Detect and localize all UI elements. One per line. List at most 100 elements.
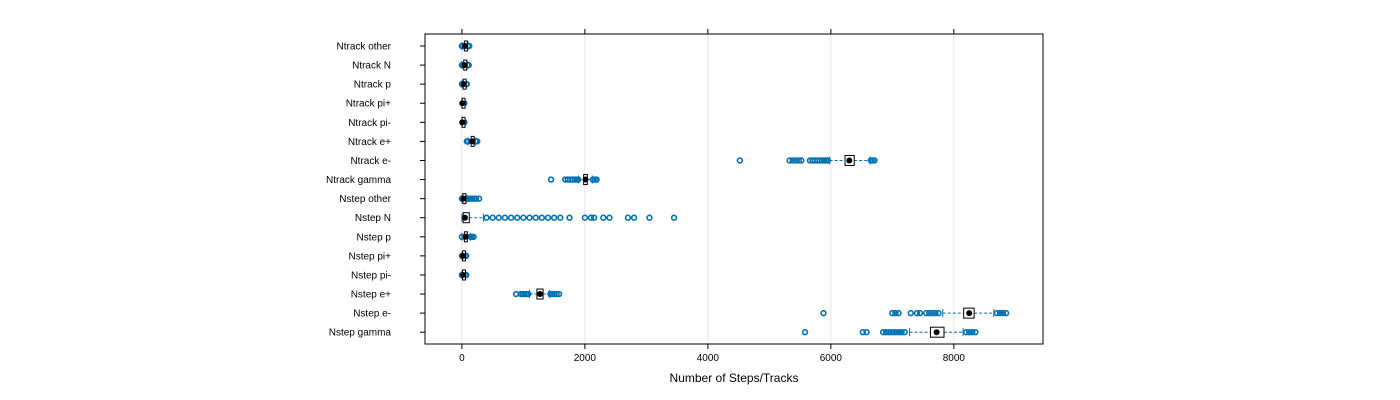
median-dot xyxy=(460,252,467,259)
outlier-point xyxy=(820,309,827,317)
grid-lines xyxy=(461,34,955,344)
category-label: Nstep gamma xyxy=(329,328,392,339)
category-label: Ntrack e+ xyxy=(348,137,391,148)
outlier-point xyxy=(526,214,533,221)
outlier-point xyxy=(898,329,905,336)
outlier-point xyxy=(801,329,809,336)
outlier-point xyxy=(514,214,521,221)
outlier-point xyxy=(501,214,509,221)
box-group xyxy=(458,78,471,90)
median-dot xyxy=(460,81,467,88)
outlier-point xyxy=(736,157,744,164)
outlier-point xyxy=(786,157,793,164)
outlier-point xyxy=(999,309,1007,317)
outlier-point xyxy=(895,329,902,336)
x-tick-label: 8000 xyxy=(943,353,966,364)
outlier-point xyxy=(889,309,896,317)
outlier-point xyxy=(907,309,914,317)
outlier-point xyxy=(646,214,653,221)
outlier-point xyxy=(495,214,502,221)
outlier-point xyxy=(483,214,490,221)
outlier-point xyxy=(606,214,613,221)
median-dot xyxy=(460,195,467,202)
median-dot xyxy=(582,176,589,183)
category-label: Nstep other xyxy=(339,194,391,205)
outlier-point xyxy=(996,309,1004,317)
outlier-point xyxy=(922,309,930,317)
outlier-point xyxy=(916,309,924,317)
box-group xyxy=(458,59,472,71)
outlier-point xyxy=(892,329,899,336)
category-label: Ntrack pi- xyxy=(348,118,391,129)
outlier-point xyxy=(532,214,539,221)
outlier-point xyxy=(525,290,532,298)
outlier-point xyxy=(574,176,582,183)
median-dot xyxy=(460,271,467,278)
category-label: Nstep N xyxy=(355,213,391,224)
box-group xyxy=(512,288,563,300)
outlier-point xyxy=(929,309,936,317)
box-group xyxy=(459,97,468,109)
outlier-point xyxy=(871,157,878,164)
box-group xyxy=(458,40,473,52)
outlier-point xyxy=(630,214,638,221)
median-dot xyxy=(461,43,468,49)
outlier-point xyxy=(507,214,515,221)
outlier-point xyxy=(863,329,870,336)
outlier-point xyxy=(1002,309,1010,317)
outlier-point xyxy=(795,157,803,164)
median-dot xyxy=(536,291,543,298)
median-dot xyxy=(459,119,466,126)
x-axis-ticks: 0 2000 4000 6000 8000 xyxy=(459,29,965,364)
outlier-point xyxy=(581,214,589,221)
median-dot xyxy=(469,138,476,145)
box-group xyxy=(547,174,600,186)
outlier-point xyxy=(966,329,973,336)
outlier-point xyxy=(913,309,921,317)
outlier-point xyxy=(859,329,867,336)
category-label: Ntrack p xyxy=(354,80,392,91)
box-group xyxy=(458,269,470,281)
outlier-point xyxy=(512,290,520,298)
outlier-point xyxy=(962,329,970,336)
category-label: Ntrack gamma xyxy=(326,175,391,186)
outlier-point xyxy=(557,214,564,221)
outlier-point xyxy=(972,329,979,336)
x-tick-label: 6000 xyxy=(820,353,843,364)
outlier-point xyxy=(670,214,678,221)
outlier-point xyxy=(544,214,552,221)
box-group xyxy=(463,135,481,147)
outlier-point xyxy=(935,309,942,317)
outlier-point xyxy=(824,157,831,164)
data-marks xyxy=(458,40,1010,338)
outlier-point xyxy=(886,329,893,336)
median-dot xyxy=(933,329,940,336)
category-labels: Ntrack other Ntrack N Ntrack p Ntrack pi+ Nt… xyxy=(326,42,425,339)
median-dot xyxy=(462,233,469,240)
outlier-point xyxy=(520,214,527,221)
category-label: Ntrack pi+ xyxy=(346,99,391,110)
outlier-point xyxy=(892,309,899,317)
box-group xyxy=(458,250,470,262)
outlier-point xyxy=(932,309,939,317)
outlier-point xyxy=(470,233,477,241)
outlier-point xyxy=(566,214,573,221)
outlier-point xyxy=(895,309,902,317)
outlier-point xyxy=(879,329,887,336)
category-label: Nstep pi- xyxy=(351,270,391,281)
plot-frame xyxy=(424,33,1044,345)
outlier-point xyxy=(550,214,558,221)
outlier-point xyxy=(593,176,600,183)
outlier-point xyxy=(969,329,976,336)
category-label: Ntrack N xyxy=(352,61,391,72)
median-dot xyxy=(461,214,468,221)
box-group xyxy=(459,116,468,128)
box-group xyxy=(458,193,483,205)
box-group xyxy=(461,212,678,224)
outlier-point xyxy=(472,195,480,202)
box-group xyxy=(801,326,979,338)
outlier-point xyxy=(624,214,632,221)
box-group xyxy=(820,307,1010,319)
outlier-point xyxy=(587,214,595,221)
